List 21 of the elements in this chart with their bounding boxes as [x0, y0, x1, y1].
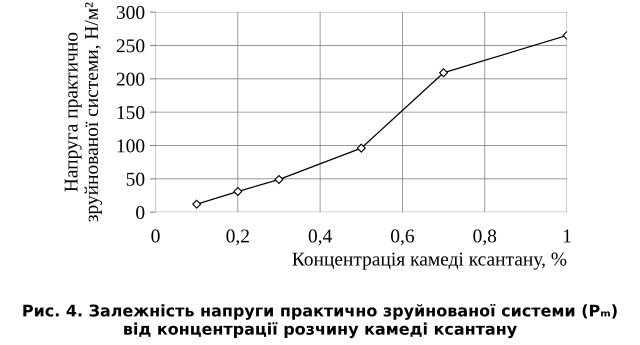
y-tick-label: 200	[116, 72, 144, 86]
y-tick-label: 100	[118, 139, 144, 152]
y-tick-label: 50	[126, 172, 144, 186]
x-tick-label: 0,8	[473, 229, 496, 246]
x-tick-label: 0,2	[226, 229, 249, 246]
y-axis-title: Напруга практично зруйнованої системи, Н/м²	[64, 2, 102, 222]
point	[274, 175, 284, 184]
y-tick-label: 150	[118, 106, 144, 120]
x-axis-title: Концентрація камеді ксантану, %	[292, 252, 566, 270]
y-tick-label: 250	[116, 39, 144, 52]
point	[233, 187, 242, 196]
y-tick-label: 300	[116, 6, 144, 20]
x-tick-label: 0,6	[391, 229, 414, 246]
point	[192, 200, 202, 209]
text: Рис. 4. Залежність напруги практично зруйнованої системи (Pₘ) від концентрації розчину камеді ксантану	[23, 304, 617, 338]
x-tick-label: 0,4	[308, 229, 332, 246]
point	[439, 68, 448, 78]
point	[356, 144, 366, 153]
x-tick-label: 1	[564, 230, 571, 242]
y-tick-label: 0	[136, 206, 144, 220]
x-tick-label: 0	[151, 229, 160, 243]
